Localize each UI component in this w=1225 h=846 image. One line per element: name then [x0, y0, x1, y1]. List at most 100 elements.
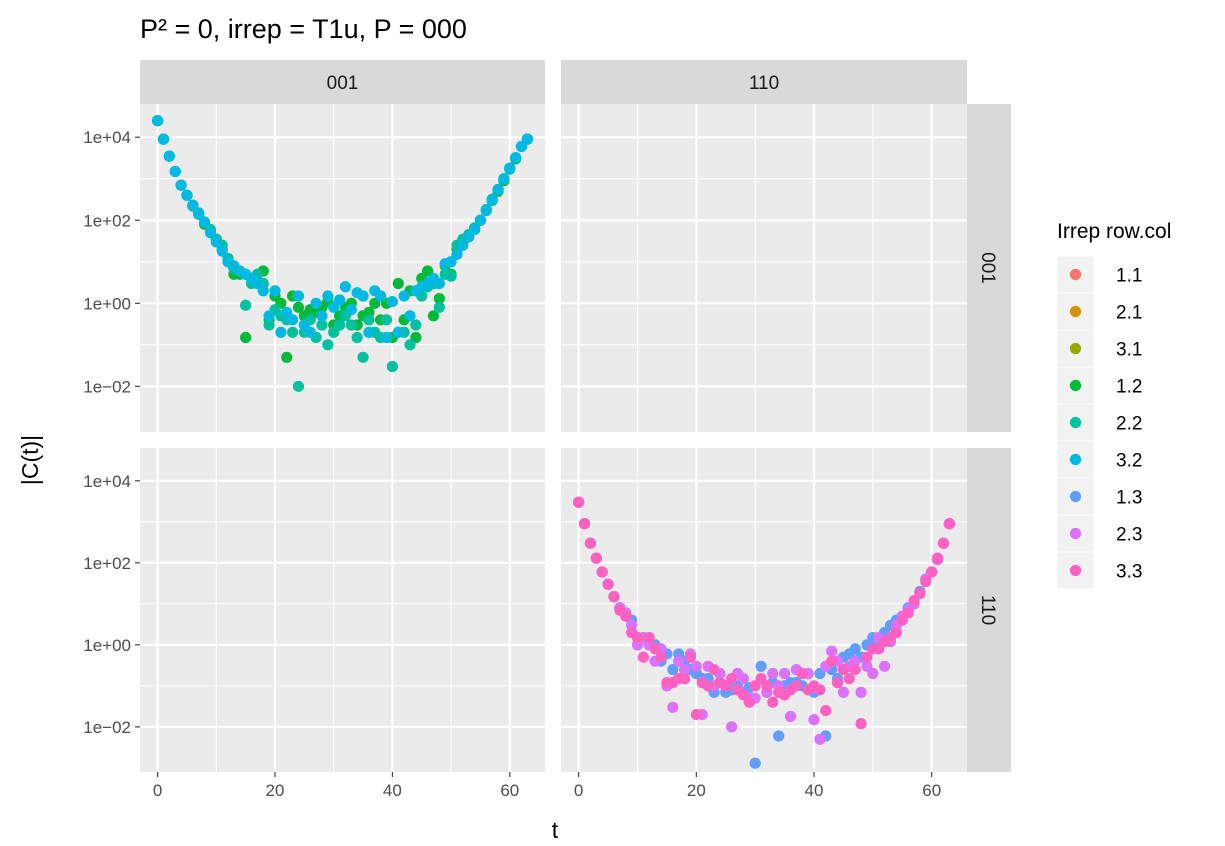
- data-point: [263, 310, 275, 322]
- axes-layer: 1e−02 1e+00 1e+02 1e+04 0 20 40 60 1e−02 1e+00 1e+…: [83, 128, 941, 800]
- data-point: [737, 673, 750, 685]
- data-point: [322, 339, 334, 351]
- data-point: [363, 326, 375, 338]
- data-point: [427, 310, 440, 322]
- y-axis-title: |C(t)|: [17, 435, 43, 485]
- data-point: [649, 643, 661, 655]
- data-point: [602, 578, 614, 590]
- data-point: [796, 667, 808, 680]
- panel-001-001: [140, 104, 545, 432]
- strip-background: [561, 60, 967, 104]
- panel-110-001: [140, 448, 545, 772]
- data-point: [392, 326, 404, 338]
- data-point: [333, 294, 346, 306]
- legend-label: 2.2: [1116, 414, 1142, 435]
- legend-item-2-3: 2.3: [1056, 514, 1142, 553]
- x-tick-label: 20: [266, 781, 285, 800]
- x-tick-label: 20: [687, 781, 706, 800]
- data-point: [920, 575, 932, 588]
- data-point: [287, 326, 299, 338]
- data-point: [492, 183, 504, 196]
- data-point: [655, 651, 667, 663]
- data-point: [943, 518, 955, 530]
- data-point: [386, 360, 398, 373]
- data-point: [304, 326, 316, 338]
- data-point: [398, 290, 410, 302]
- y-tick-label: 1e+00: [83, 294, 131, 313]
- data-point: [498, 173, 510, 185]
- data-point: [690, 708, 702, 721]
- data-point: [263, 319, 275, 331]
- data-point: [637, 651, 649, 663]
- data-point: [678, 663, 691, 676]
- y-tick-label: 1e+00: [83, 636, 131, 655]
- data-point: [673, 655, 685, 667]
- data-point: [480, 204, 492, 216]
- data-point: [820, 704, 832, 717]
- strip-label: 001: [977, 252, 998, 284]
- x-axis-title: t: [552, 817, 559, 843]
- legend-swatch: [1069, 305, 1082, 318]
- data-point: [292, 290, 305, 302]
- legend-swatch: [1069, 416, 1082, 429]
- y-tick-label: 1e−02: [83, 377, 131, 396]
- data-point: [890, 626, 902, 639]
- data-point: [433, 277, 445, 290]
- data-point: [257, 285, 269, 297]
- strip-label: 001: [327, 73, 359, 94]
- data-point: [831, 677, 844, 689]
- data-point: [380, 331, 393, 344]
- data-point: [510, 152, 522, 164]
- data-point: [826, 645, 838, 657]
- data-point: [749, 757, 761, 769]
- panels-layer: 001 110 001 110: [140, 60, 1011, 772]
- panel-background: [140, 104, 545, 432]
- data-point: [855, 686, 867, 698]
- data-point: [643, 632, 655, 644]
- data-point: [474, 214, 487, 226]
- data-point: [755, 660, 767, 672]
- legend-swatch: [1069, 527, 1082, 540]
- data-point: [468, 223, 481, 236]
- strip-right-001: 001: [967, 104, 1011, 432]
- legend-label: 2.1: [1116, 303, 1142, 324]
- legend-label: 3.2: [1116, 451, 1142, 472]
- legend-item-1-3: 1.3: [1056, 477, 1142, 516]
- data-point: [351, 331, 363, 344]
- data-point: [814, 733, 826, 745]
- data-point: [837, 663, 850, 676]
- data-point: [843, 673, 855, 685]
- data-point: [363, 314, 375, 326]
- data-point: [357, 290, 369, 302]
- data-point: [216, 245, 228, 257]
- x-tick-label: 40: [805, 781, 824, 800]
- data-point: [316, 310, 328, 322]
- data-point: [316, 319, 328, 331]
- legend-label: 3.3: [1116, 562, 1142, 583]
- data-point: [322, 290, 334, 302]
- data-point: [708, 663, 720, 676]
- data-point: [573, 496, 585, 508]
- data-point: [445, 270, 457, 282]
- data-point: [861, 651, 873, 663]
- strip-top-001: 001: [140, 60, 545, 104]
- legend-item-1-1: 1.1: [1056, 255, 1142, 294]
- data-point: [292, 380, 305, 392]
- data-point: [345, 304, 357, 316]
- data-point: [631, 632, 644, 644]
- data-point: [375, 290, 387, 302]
- data-point: [404, 339, 416, 351]
- series-3-3: [573, 496, 955, 730]
- data-point: [198, 216, 211, 228]
- data-point: [902, 607, 914, 619]
- data-point: [287, 314, 299, 326]
- data-point: [808, 714, 820, 726]
- data-point: [193, 208, 205, 220]
- data-point: [578, 518, 591, 530]
- data-point: [767, 667, 779, 680]
- data-point: [386, 295, 398, 308]
- data-point: [292, 301, 305, 313]
- data-point: [181, 189, 193, 201]
- legend-swatch: [1069, 564, 1082, 577]
